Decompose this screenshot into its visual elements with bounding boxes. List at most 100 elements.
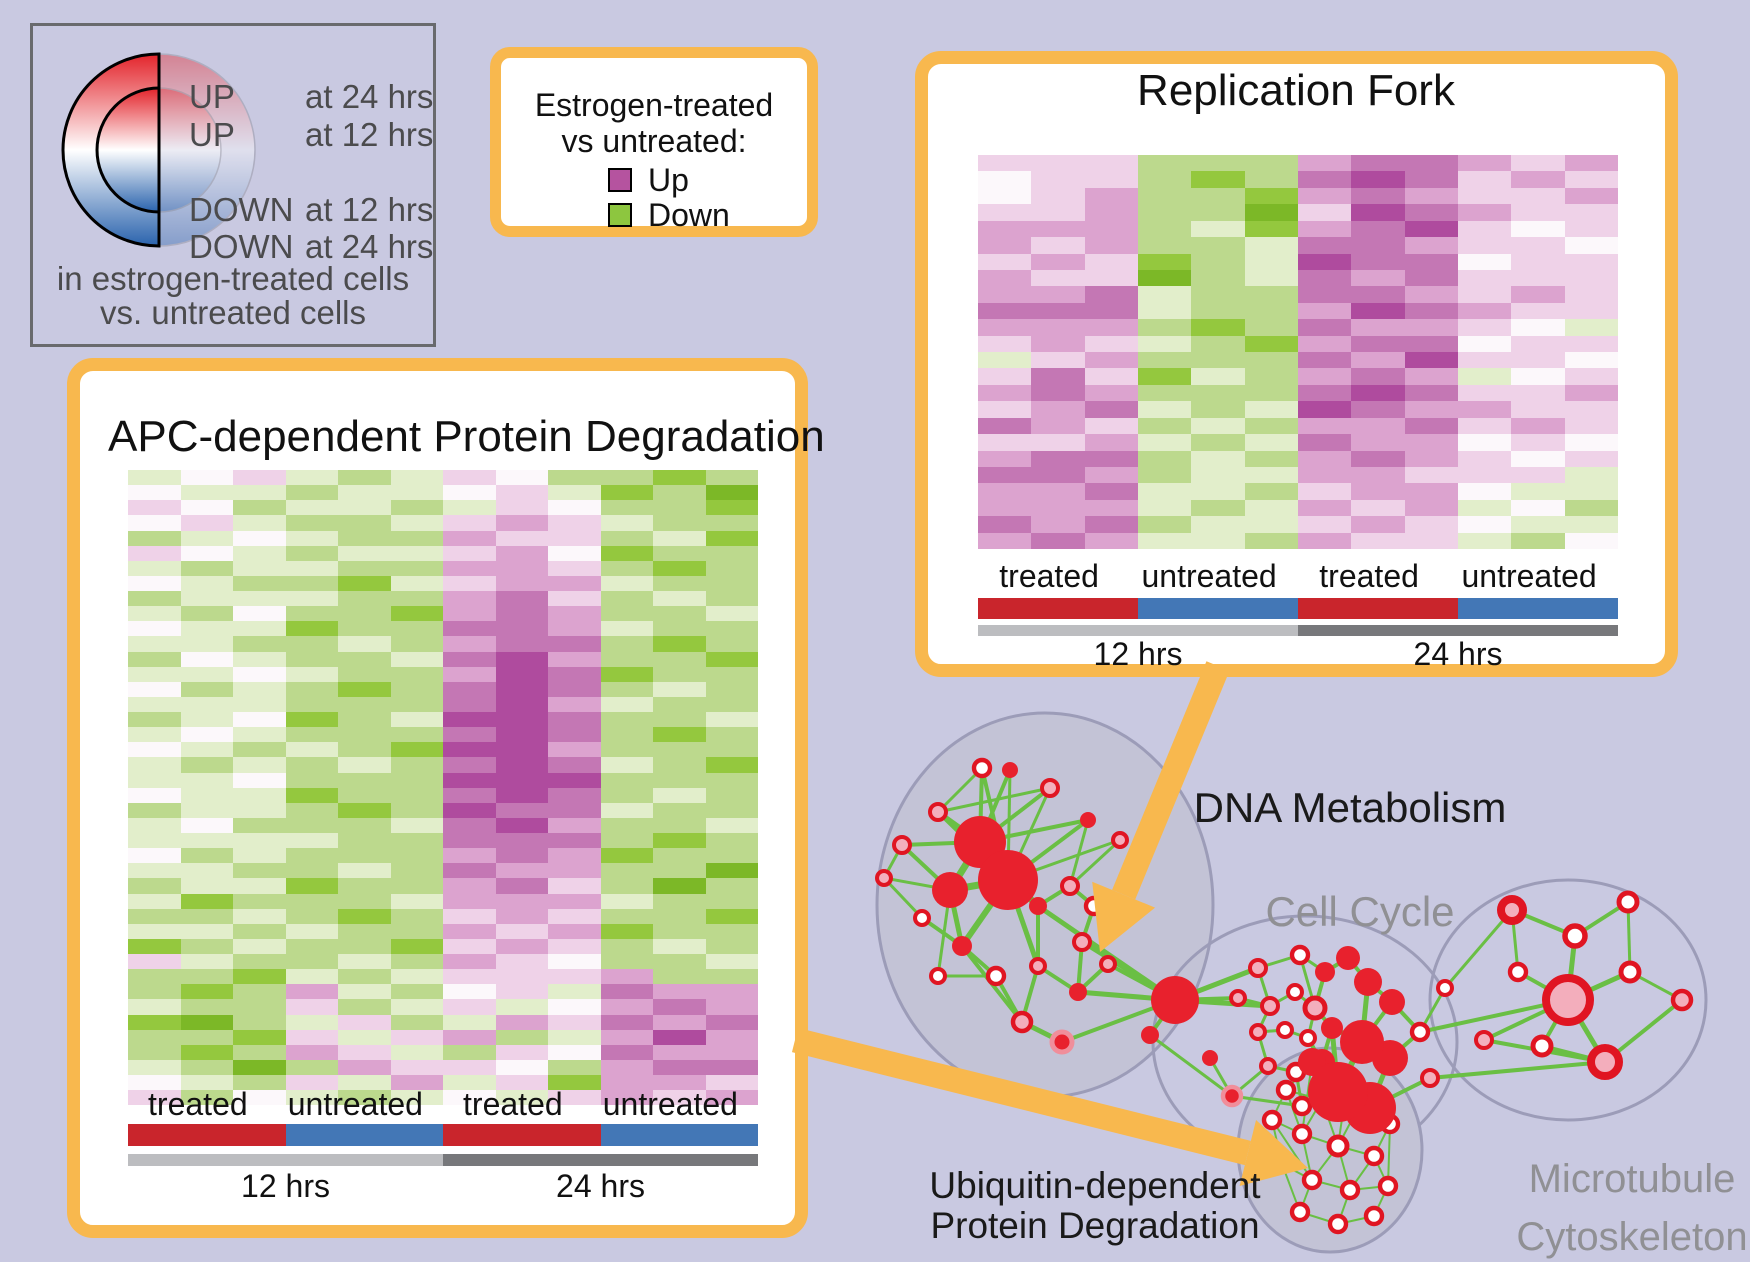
heatmap-cell: [128, 575, 181, 591]
heatmap-cell: [1137, 319, 1192, 336]
heatmap-cell: [705, 742, 758, 758]
heatmap-cell: [705, 500, 758, 516]
heatmap-cell: [653, 470, 706, 486]
heatmap-cell: [128, 1029, 181, 1045]
heatmap-cell: [180, 908, 233, 924]
network-edge: [1068, 838, 1122, 888]
heatmap-cell: [495, 1075, 548, 1091]
heatmap-cell: [548, 1044, 601, 1060]
heatmap-cell: [390, 954, 443, 970]
heatmap-cell: [285, 651, 338, 667]
heatmap-cell: [1191, 187, 1245, 205]
heatmap-cell: [705, 530, 758, 546]
heatmap-cell: [1191, 467, 1245, 484]
heatmap-cell: [233, 1059, 286, 1075]
heatmap-cell: [390, 1090, 443, 1106]
heatmap-cell: [1244, 253, 1298, 270]
heatmap-cell: [495, 621, 548, 637]
condition-label: treated: [1319, 558, 1419, 594]
heatmap-cell: [390, 621, 443, 637]
heatmap-cell: [1457, 204, 1512, 221]
heatmap-cell: [495, 712, 548, 728]
heatmap-cell: [978, 286, 1032, 303]
heatmap-cell: [1404, 434, 1458, 451]
heatmap-cell: [1297, 417, 1352, 435]
heatmap-cell: [705, 1029, 758, 1045]
heatmap-cell: [600, 772, 653, 788]
heatmap-cell: [1511, 384, 1565, 402]
heatmap-cell: [1404, 319, 1458, 336]
network-node: [1229, 989, 1247, 1007]
heatmap-cell: [1511, 516, 1565, 533]
heatmap-cell: [1564, 516, 1618, 533]
heatmap-cell: [233, 938, 286, 954]
heatmap-cell: [1351, 171, 1405, 188]
network-node: [1339, 1179, 1361, 1201]
heatmap-cell: [1244, 368, 1298, 385]
heatmap-cell: [1137, 434, 1192, 451]
heatmap-cell: [233, 878, 286, 894]
heatmap-cell: [128, 802, 181, 818]
heatmap-cell: [285, 727, 338, 743]
microtubule-cytoskeleton-label: Microtubule Cytoskeleton: [1472, 1150, 1750, 1266]
heatmap-cell: [390, 681, 443, 697]
condition-color-bar: [978, 598, 1618, 619]
time-bar-segment: [128, 1154, 443, 1166]
network-node: [1363, 1205, 1385, 1227]
network-node: [1286, 983, 1304, 1001]
heatmap-cell: [285, 666, 338, 682]
heatmap-cell: [705, 757, 758, 773]
heatmap-cell: [548, 984, 601, 1000]
heatmap-cell: [1137, 516, 1192, 533]
network-node: [1060, 876, 1080, 896]
heatmap-cell: [548, 575, 601, 591]
heatmap-cell: [495, 560, 548, 576]
heatmap-cell: [1084, 319, 1138, 336]
heatmap-cell: [128, 908, 181, 924]
heatmap-cell: [705, 560, 758, 576]
heatmap-cell: [1351, 401, 1405, 418]
heatmap-cell: [1564, 450, 1618, 468]
heatmap-cell: [338, 969, 391, 985]
condition-label: untreated: [287, 1086, 423, 1122]
heatmap-cell: [128, 1090, 181, 1106]
heatmap-cell: [443, 666, 496, 682]
heatmap-cell: [1457, 171, 1512, 188]
heatmap-cell: [978, 467, 1032, 484]
heatmap-cell: [1457, 368, 1512, 385]
heatmap-cell: [338, 817, 391, 833]
heatmap-cell: [1084, 286, 1138, 303]
heatmap-cell: [338, 938, 391, 954]
heatmap-cell: [1137, 467, 1192, 484]
heatmap-cell: [705, 908, 758, 924]
heatmap-cell: [443, 923, 496, 939]
heatmap-cell: [653, 969, 706, 985]
heatmap-cell: [1191, 417, 1245, 435]
heatmap-cell: [705, 621, 758, 637]
heatmap-cell: [1351, 417, 1405, 435]
heatmap-cell: [1297, 532, 1352, 550]
network-node: [978, 850, 1038, 910]
heatmap-cell: [600, 999, 653, 1015]
ubiquitin-label-line2: Protein Degradation: [930, 1205, 1260, 1246]
heatmap-cell: [548, 485, 601, 501]
up-color-swatch: [608, 168, 632, 192]
network-node: [1301, 1169, 1323, 1191]
heatmap-cell: [1404, 286, 1458, 303]
heatmap-cell: [600, 984, 653, 1000]
heatmap-cell: [978, 204, 1032, 221]
heatmap-cell: [978, 532, 1032, 550]
heatmap-cell: [1457, 237, 1512, 254]
network-node: [1111, 831, 1129, 849]
heatmap-cell: [653, 591, 706, 607]
heatmap-cell: [653, 560, 706, 576]
network-node: [1321, 1017, 1343, 1039]
heatmap-cell: [1031, 401, 1085, 418]
heatmap-cell: [180, 772, 233, 788]
heatmap-cell: [233, 969, 286, 985]
condition-bar-segment: [1138, 598, 1298, 619]
heatmap-cell: [653, 802, 706, 818]
network-node: [1379, 989, 1405, 1015]
heatmap-cell: [1137, 237, 1192, 254]
heatmap-cell: [285, 636, 338, 652]
